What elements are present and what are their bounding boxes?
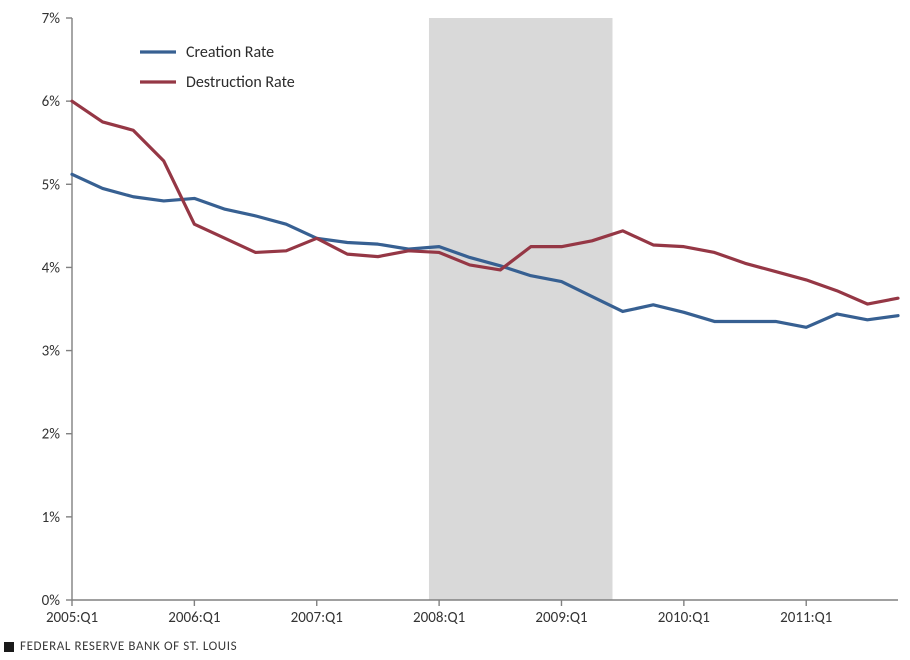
chart-container: 0% 1% 2% 3% 4% 5% 6% 7% 2005:Q1 2006:Q1 2007:Q1 200… xyxy=(0,0,910,660)
y-tick-label: 4% xyxy=(42,259,61,277)
x-tick-label: 2010:Q1 xyxy=(658,609,710,627)
x-tick-label: 2007:Q1 xyxy=(291,609,343,627)
x-tick-label: 2005:Q1 xyxy=(46,609,98,627)
source-text: FEDERAL RESERVE BANK OF ST. LOUIS xyxy=(20,639,237,654)
legend-label: Creation Rate xyxy=(186,43,274,62)
x-tick-label: 2006:Q1 xyxy=(168,609,220,627)
legend-label: Destruction Rate xyxy=(186,73,295,92)
x-tick-label: 2008:Q1 xyxy=(413,609,465,627)
x-tick-label: 2009:Q1 xyxy=(535,609,587,627)
y-tick-label: 0% xyxy=(42,592,61,610)
recession-band xyxy=(429,18,613,600)
line-chart: 0% 1% 2% 3% 4% 5% 6% 7% 2005:Q1 2006:Q1 2007:Q1 200… xyxy=(0,0,910,660)
x-tick-label: 2011:Q1 xyxy=(780,609,832,627)
y-tick-label: 2% xyxy=(42,426,61,444)
source-square-icon xyxy=(4,642,14,652)
y-tick-label: 7% xyxy=(42,10,61,28)
y-tick-label: 3% xyxy=(42,343,61,361)
y-tick-label: 1% xyxy=(42,509,61,527)
y-tick-label: 5% xyxy=(42,176,61,194)
y-tick-label: 6% xyxy=(42,93,61,111)
source-attribution: FEDERAL RESERVE BANK OF ST. LOUIS xyxy=(4,639,237,654)
